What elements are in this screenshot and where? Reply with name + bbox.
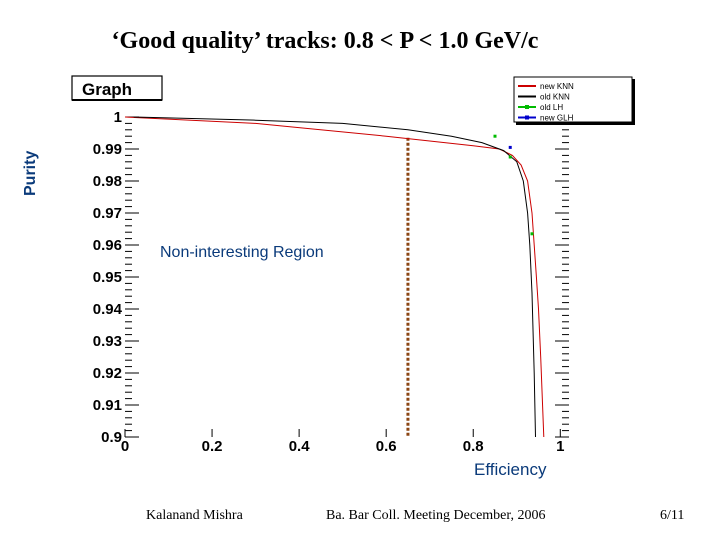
y-axis-label: Purity (22, 150, 39, 196)
legend-box (513, 76, 633, 123)
footer-author: Kalanand Mishra (146, 508, 243, 523)
x-tick-label: 1 (556, 438, 564, 455)
x-tick-label: 0.8 (463, 438, 484, 455)
legend-marker-new-glh (525, 115, 529, 120)
series-point-old-lh (493, 134, 497, 138)
y-tick-label: 0.93 (93, 333, 122, 350)
series-line-new-knn (124, 116, 545, 438)
footer-page: 6/11 (660, 508, 685, 523)
y-tick-label: 0.95 (93, 269, 122, 286)
y-tick-label: 1 (114, 109, 122, 126)
series-layer (124, 116, 545, 438)
y-tick-label: 0.97 (93, 205, 122, 222)
graph-title-shadow (72, 99, 162, 101)
x-axis-label: Efficiency (474, 460, 547, 479)
legend-label-old-lh: old LH (540, 103, 563, 112)
x-tick-label: 0 (121, 438, 129, 455)
y-tick-label: 0.94 (93, 301, 123, 318)
x-tick-label: 0.2 (202, 438, 223, 455)
legend-label-new-glh: new GLH (540, 114, 574, 123)
y-tick-label: 0.91 (93, 397, 122, 414)
x-tick-label: 0.4 (289, 438, 311, 455)
series-point-old-lh (508, 155, 512, 159)
x-tick-label: 0.6 (376, 438, 397, 455)
axis-ticks (124, 116, 569, 438)
series-point-old-lh (530, 232, 534, 236)
y-tick-label: 0.9 (101, 429, 122, 446)
series-point-new-glh (508, 145, 512, 149)
legend-label-old-knn: old KNN (540, 93, 570, 102)
axis-tick-labels: 10.990.980.970.960.950.940.930.920.910.9… (93, 109, 565, 455)
graph-title: Graph (82, 80, 132, 99)
annotation-non-interesting-region: Non-interesting Region (160, 244, 324, 261)
y-tick-label: 0.98 (93, 173, 122, 190)
graph-title-box (71, 75, 163, 101)
y-tick-label: 0.92 (93, 365, 122, 382)
legend-marker-old-lh (525, 105, 529, 109)
series-line-old-knn (133, 116, 536, 438)
slide-title: ‘Good quality’ tracks: 0.8 < P < 1.0 GeV… (111, 28, 539, 54)
y-tick-label: 0.99 (93, 141, 122, 158)
legend-label-new-knn: new KNN (540, 82, 574, 91)
y-tick-label: 0.96 (93, 237, 122, 254)
footer-meeting: Ba. Bar Coll. Meeting December, 2006 (326, 508, 546, 523)
